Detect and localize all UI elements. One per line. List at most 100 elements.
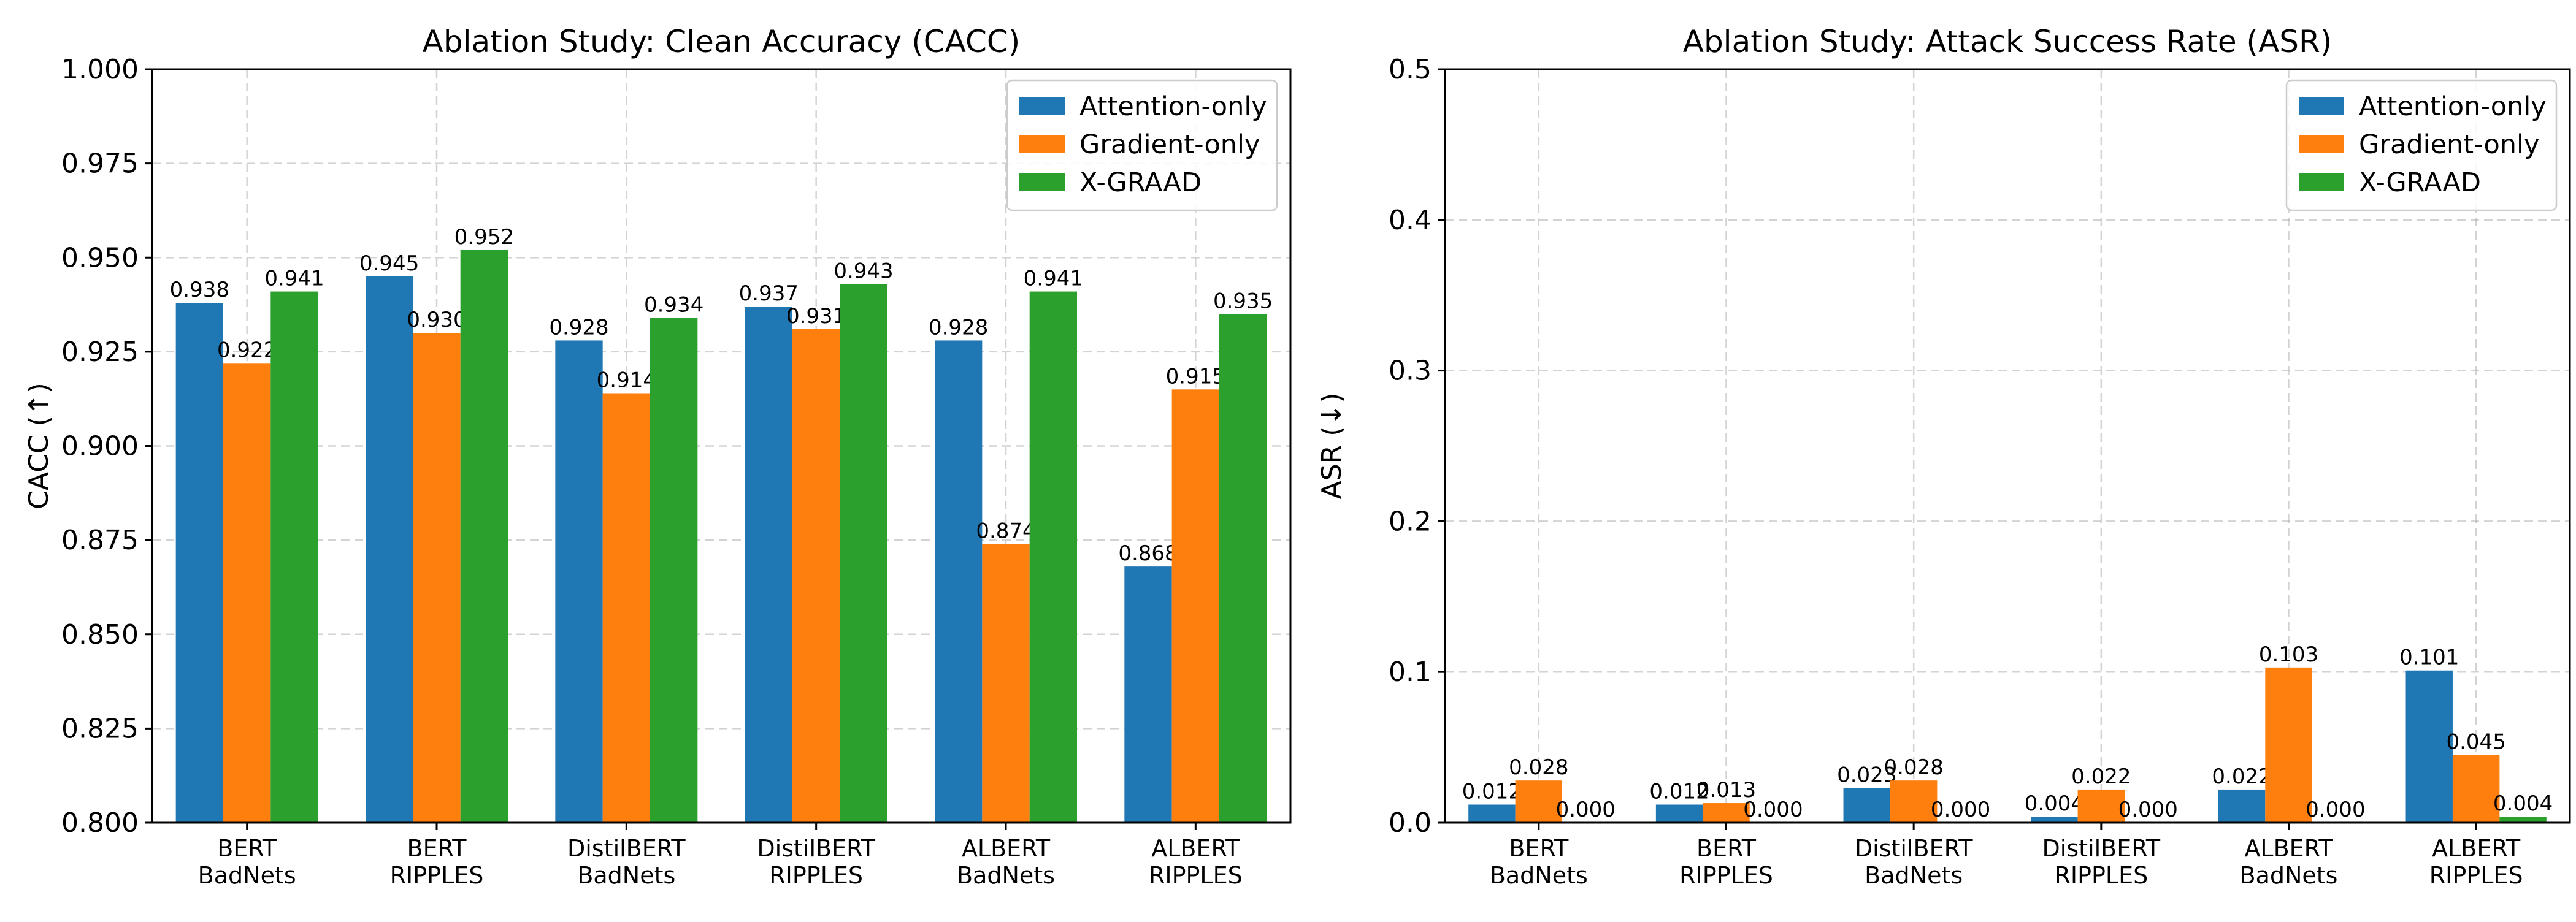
y-tick-label: 0.850 [61, 619, 139, 650]
bar [1843, 788, 1890, 823]
x-tick-label-line: BadNets [1490, 862, 1588, 889]
legend-label: X-GRAAD [2359, 167, 2481, 198]
y-tick-label: 0.875 [61, 525, 139, 556]
legend-label: Gradient-only [2359, 129, 2539, 160]
legend: Attention-only Gradient-only X-GRAAD [2285, 79, 2558, 211]
data-label: 0.868 [1118, 541, 1178, 566]
data-label: 0.101 [2399, 646, 2459, 670]
x-tick-label-line: BERT [1696, 835, 1757, 862]
x-tick-label: DistilBERT RIPPLES [2042, 835, 2161, 889]
x-tick-label: ALBERT RIPPLES [2429, 835, 2523, 889]
x-tick-label-line: BERT [217, 835, 277, 862]
x-tick-label-line: BadNets [577, 862, 675, 889]
data-label: 0.915 [1166, 364, 1225, 389]
data-label: 0.012 [1649, 780, 1709, 804]
x-tick-label: ALBERT BadNets [957, 835, 1055, 889]
x-tick-label: BERT RIPPLES [390, 835, 484, 889]
data-label: 0.028 [1884, 755, 1943, 780]
legend-label: Attention-only [2359, 91, 2547, 122]
legend-label: Gradient-only [1079, 129, 1260, 160]
x-tick-label: BERT RIPPLES [1679, 835, 1773, 889]
data-label: 0.023 [1837, 763, 1896, 787]
bar [745, 307, 792, 823]
legend-swatch [2299, 135, 2344, 153]
data-label: 0.930 [407, 308, 466, 332]
x-tick-label-line: BadNets [1865, 862, 1963, 889]
chart-title: Ablation Study: Attack Success Rate (ASR… [1683, 24, 2333, 59]
data-label: 0.937 [739, 281, 799, 306]
bar [1890, 780, 1938, 823]
legend-swatch [1019, 97, 1065, 115]
data-label: 0.931 [786, 304, 846, 329]
x-tick-label-line: DistilBERT [757, 835, 875, 862]
x-tick-label-line: DistilBERT [567, 835, 686, 862]
data-label: 0.013 [1696, 778, 1756, 802]
y-tick-label: 0.825 [61, 713, 139, 744]
legend-swatch [1019, 135, 1065, 153]
x-tick-label-line: ALBERT [1151, 835, 1240, 862]
legend: Attention-only Gradient-only X-GRAAD [1006, 79, 1278, 211]
x-tick-label-line: DistilBERT [2042, 835, 2161, 862]
x-tick-label: DistilBERT BadNets [1855, 835, 1973, 889]
data-label: 0.000 [1556, 798, 1616, 822]
bar [1515, 780, 1563, 823]
data-label: 0.934 [644, 293, 703, 318]
x-tick-label-line: RIPPLES [2429, 862, 2523, 889]
bar [2452, 755, 2500, 823]
bar [2499, 817, 2547, 823]
data-label: 0.000 [2118, 798, 2178, 822]
data-label: 0.022 [2071, 764, 2131, 789]
x-tick-label: DistilBERT BadNets [567, 835, 686, 889]
data-label: 0.941 [264, 267, 324, 291]
data-label: 0.004 [2025, 791, 2084, 816]
data-label: 0.022 [2212, 764, 2271, 789]
bar [413, 333, 461, 823]
x-tick-label: BERT BadNets [1490, 835, 1588, 889]
bar [2405, 670, 2453, 823]
x-tick-label-line: BERT [1509, 835, 1569, 862]
bar [2218, 789, 2266, 823]
x-tick-label: ALBERT RIPPLES [1149, 835, 1243, 889]
legend-swatch [1019, 173, 1065, 191]
data-label: 0.922 [217, 338, 277, 362]
data-label: 0.928 [929, 315, 988, 340]
bar [982, 544, 1030, 823]
y-tick-label: 0.5 [1389, 54, 1432, 85]
data-label: 0.000 [2306, 798, 2365, 822]
bar [1655, 804, 1703, 823]
y-tick-label: 0.900 [61, 431, 139, 462]
x-tick-label-line: RIPPLES [2054, 862, 2148, 889]
bar [1703, 803, 1750, 823]
bar [650, 318, 698, 823]
chart-panel-1: 0.800 0.825 0.850 0.875 0.900 0.925 0.950 0.975… [23, 24, 1292, 889]
y-axis-label: ASR (↓) [1316, 393, 1347, 500]
bar [555, 340, 603, 823]
x-tick-label-line: ALBERT [2432, 835, 2521, 862]
bar [1029, 291, 1077, 823]
data-label: 0.928 [549, 315, 608, 340]
y-tick-label: 0.800 [61, 807, 139, 839]
data-label: 0.028 [1509, 755, 1568, 780]
bar [1219, 314, 1267, 823]
data-label: 0.004 [2493, 791, 2553, 816]
data-label: 0.000 [1931, 798, 1990, 822]
bar [2077, 789, 2125, 823]
y-tick-label: 0.2 [1389, 506, 1432, 537]
x-tick-label-line: BadNets [957, 862, 1055, 889]
bar [1468, 804, 1516, 823]
data-label: 0.012 [1462, 780, 1522, 804]
bar [223, 363, 271, 823]
data-label: 0.914 [597, 368, 656, 392]
data-label: 0.103 [2259, 642, 2318, 667]
bar [460, 250, 508, 823]
legend-label: X-GRAAD [1079, 167, 1202, 198]
chart-title: Ablation Study: Clean Accuracy (CACC) [423, 24, 1021, 59]
x-tick-label: BERT BadNets [198, 835, 296, 889]
y-tick-label: 0.0 [1389, 807, 1432, 839]
bar [602, 393, 650, 823]
chart-panel-2: 0.00.10.20.30.40.50.012 0.0120.0230.0040.… [1316, 24, 2571, 889]
data-label: 0.943 [834, 259, 893, 283]
y-tick-label: 0.4 [1389, 205, 1432, 236]
